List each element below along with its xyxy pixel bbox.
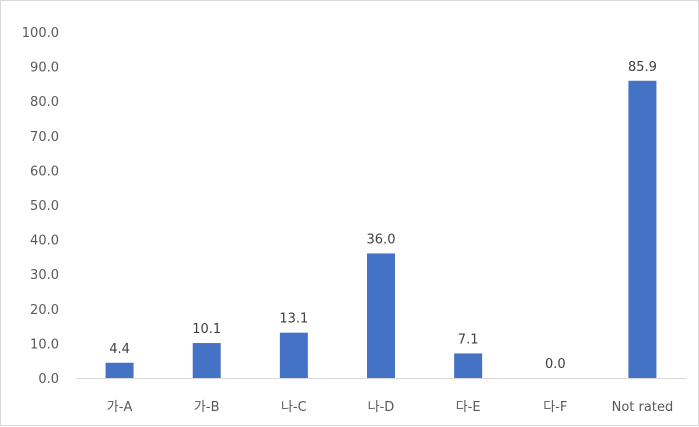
y-tick-label: 90.0: [30, 61, 59, 76]
y-tick-label: 0.0: [38, 372, 59, 387]
x-tick-label: 나-C: [281, 400, 307, 415]
bar: [454, 353, 483, 378]
data-label: 4.4: [109, 342, 130, 357]
data-label: 36.0: [367, 232, 396, 247]
y-tick-label: 40.0: [30, 234, 59, 249]
y-tick-label: 80.0: [30, 95, 59, 110]
data-label: 13.1: [279, 312, 308, 327]
x-tick-label: Not rated: [612, 400, 674, 415]
x-tick-label: 나-D: [368, 400, 395, 415]
bar: [105, 362, 134, 378]
data-label: 10.1: [192, 322, 221, 337]
x-tick-label: 다-F: [543, 400, 567, 415]
y-tick-label: 20.0: [30, 303, 59, 318]
y-tick-label: 50.0: [30, 199, 59, 214]
y-tick-label: 100.0: [22, 26, 59, 41]
data-label: 0.0: [545, 357, 566, 372]
x-tick-label: 가-A: [107, 400, 133, 415]
y-tick-label: 70.0: [30, 130, 59, 145]
y-tick-label: 30.0: [30, 268, 59, 283]
y-tick-label: 10.0: [30, 337, 59, 352]
bar: [279, 332, 308, 378]
x-tick-label: 가-B: [194, 400, 220, 415]
y-tick-label: 60.0: [30, 164, 59, 179]
bar: [367, 253, 395, 378]
x-tick-label: 다-E: [456, 400, 481, 415]
data-label: 7.1: [458, 332, 479, 347]
bar: [192, 343, 221, 378]
data-label: 85.9: [628, 60, 657, 75]
bar: [628, 80, 657, 378]
